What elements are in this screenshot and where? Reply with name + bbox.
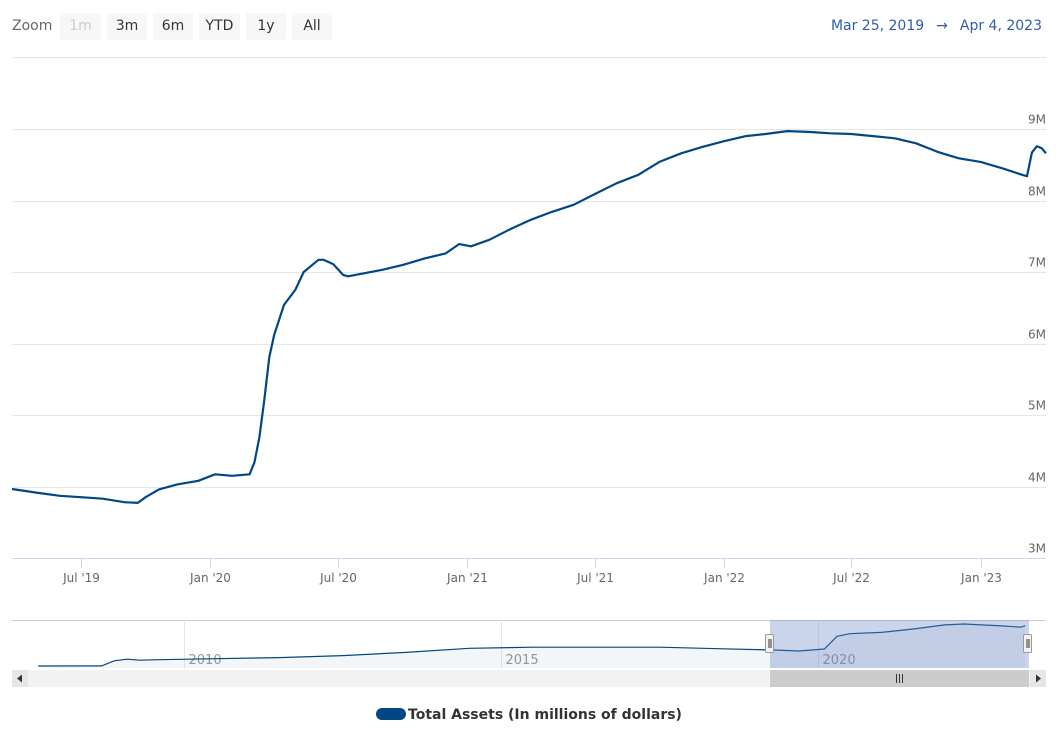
x-tick-label: Jan '21 [446,571,488,585]
x-tick-label: Jan '22 [703,571,745,585]
range-from[interactable]: Mar 25, 2019 [830,18,925,34]
navigator-tick-label: 2020 [823,653,856,668]
range-to[interactable]: Apr 4, 2023 [959,18,1042,34]
y-tick-label: 7M [1028,256,1046,270]
legend-label: Total Assets (In millions of dollars) [408,707,682,723]
navigator-tick-label: 2015 [506,653,539,668]
x-tick-label: Jul '22 [832,571,870,585]
y-tick-label: 5M [1028,399,1046,413]
navigator-selection[interactable] [770,620,1029,668]
range-arrow: → [936,18,948,34]
zoom-button-6m[interactable]: 6m [153,13,193,40]
y-tick-label: 9M [1028,113,1046,127]
navigator-tick-label: 2010 [189,653,222,668]
date-range: Mar 25, 2019 → Apr 4, 2023 [825,18,1042,34]
legend-symbol [376,708,407,720]
x-tick-label: Jul '19 [62,571,100,585]
x-tick-label: Jul '20 [319,571,357,585]
arrow-left-icon [17,674,22,683]
zoom-button-1m[interactable]: 1m [60,13,101,40]
legend-item[interactable]: Total Assets (In millions of dollars) [0,707,1058,723]
y-tick-label: 4M [1028,471,1046,485]
chart: 3M 4M 5M 6M 7M 8M 9M Jul '19 Jan '20 Jul '20 Jan '… [11,57,1047,687]
navigator-line [38,623,1026,667]
zoom-label: Zoom [12,18,53,34]
navigator-area [38,624,1026,668]
y-tick-label: 3M [1028,542,1046,556]
x-tick-label: Jul '21 [576,571,614,585]
zoom-button-1y[interactable]: 1y [246,13,286,40]
y-tick-label: 8M [1028,185,1046,199]
zoom-button-3m[interactable]: 3m [107,13,147,40]
x-tick-label: Jan '20 [189,571,231,585]
arrow-right-icon [1036,674,1041,683]
y-tick-label: 6M [1028,328,1046,342]
zoom-button-all[interactable]: All [292,13,332,40]
zoom-button-ytd[interactable]: YTD [199,13,240,40]
series-line [11,130,1047,504]
x-tick-label: Jan '23 [960,571,1002,585]
